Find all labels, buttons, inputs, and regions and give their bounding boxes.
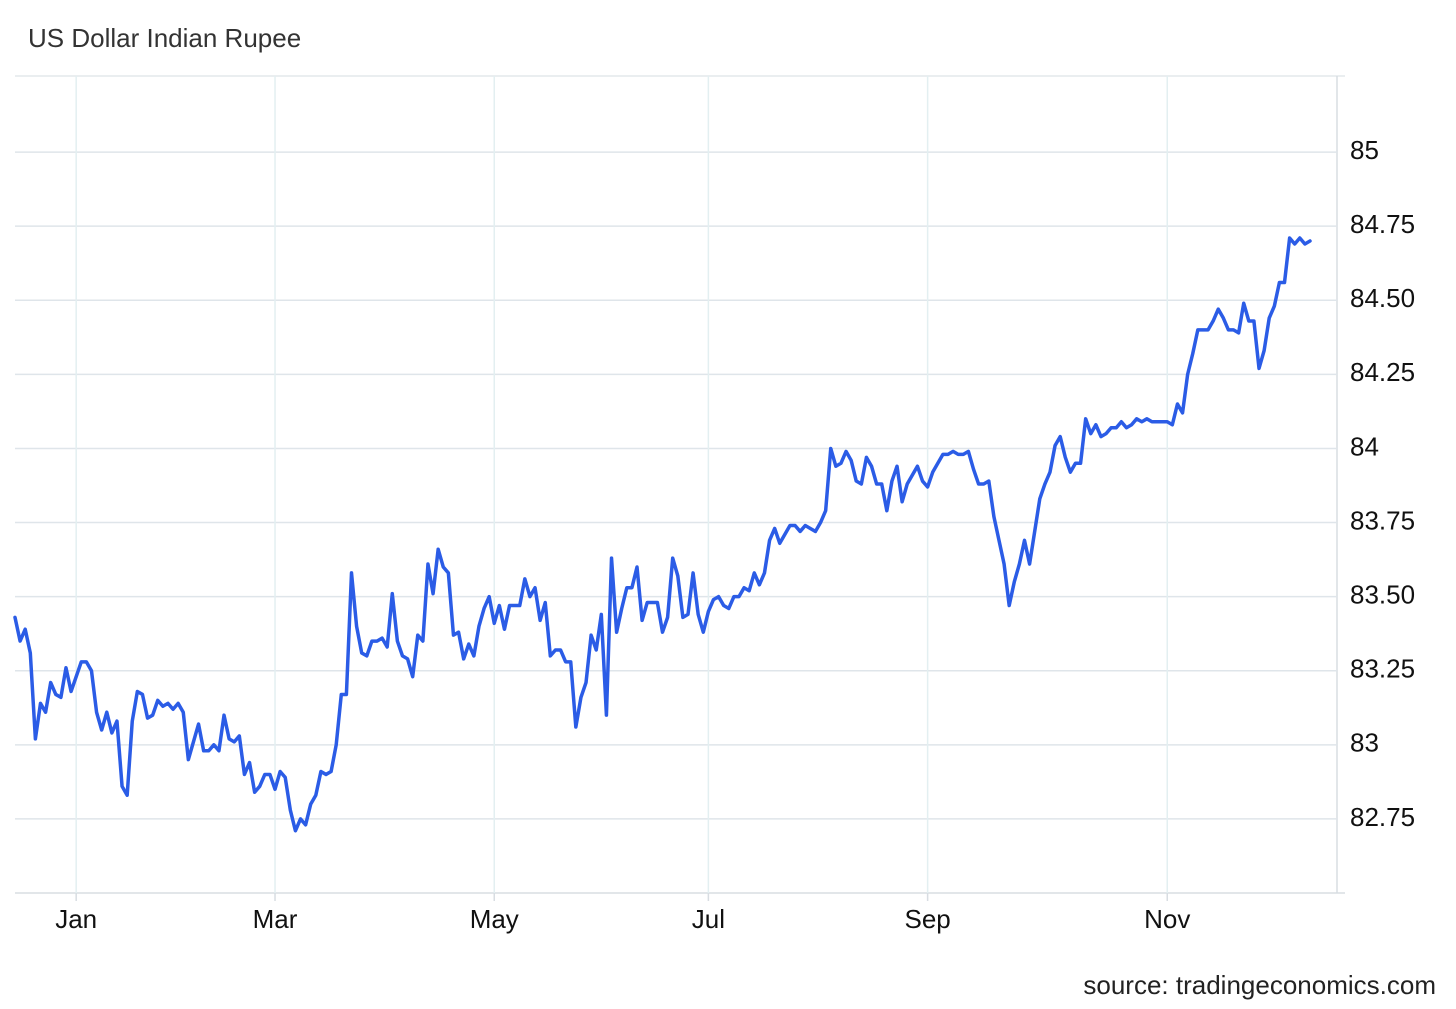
y-tick-label: 84.25 [1350,357,1415,387]
y-tick-label: 84.75 [1350,209,1415,239]
y-tick-label: 83.25 [1350,654,1415,684]
y-tick-label: 83.75 [1350,505,1415,535]
y-tick-label: 84 [1350,431,1379,461]
chart-title: US Dollar Indian Rupee [28,23,301,53]
source-note: source: tradingeconomics.com [1083,970,1436,1000]
y-tick-label: 82.75 [1350,802,1415,832]
price-line [13,236,1312,833]
x-tick-label: May [470,904,519,934]
y-tick-label: 83.50 [1350,580,1415,610]
x-tick-label: Mar [253,904,298,934]
x-tick-label: Nov [1144,904,1190,934]
x-tick-label: Jan [55,904,97,934]
y-tick-label: 83 [1350,728,1379,758]
x-tick-label: Sep [904,904,950,934]
y-tick-label: 84.50 [1350,283,1415,313]
x-tick-label: Jul [692,904,725,934]
y-tick-label: 85 [1350,135,1379,165]
